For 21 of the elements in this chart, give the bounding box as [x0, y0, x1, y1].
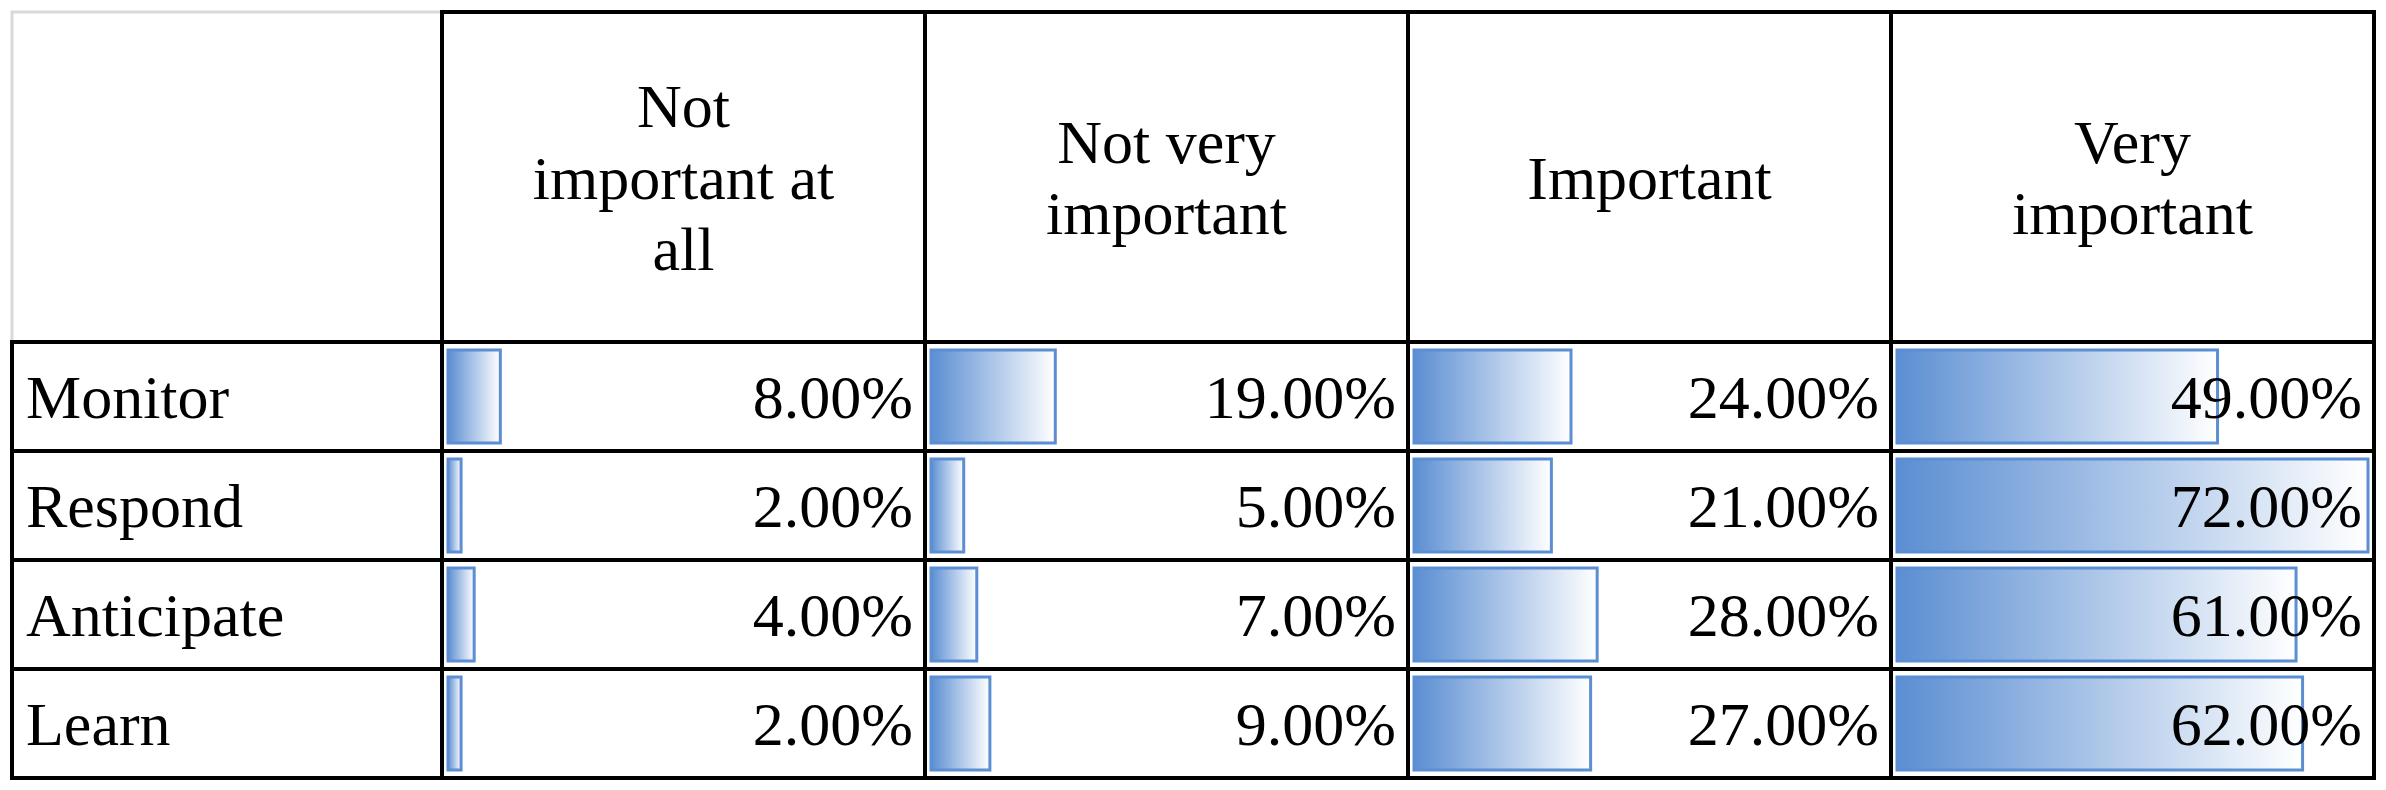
data-label: 28.00% [1687, 581, 1879, 650]
data-label: 2.00% [752, 690, 913, 759]
y-tick-label: Monitor [26, 363, 230, 432]
data-label: 24.00% [1687, 363, 1879, 432]
x-tick-label: Not important at all [532, 72, 835, 283]
x-tick-label: Very important [2011, 108, 2254, 248]
data-label: 7.00% [1235, 581, 1396, 650]
y-tick-label: Respond [26, 472, 243, 541]
data-label: 8.00% [752, 363, 913, 432]
x-tick-label: Important [1527, 143, 1772, 212]
data-label: 9.00% [1235, 690, 1396, 759]
data-label: 4.00% [752, 581, 913, 650]
x-tick-label: Not very important [1045, 108, 1288, 248]
data-label: 21.00% [1687, 472, 1879, 541]
data-label: 5.00% [1235, 472, 1396, 541]
data-label: 2.00% [752, 472, 913, 541]
data-label: 19.00% [1204, 363, 1396, 432]
y-tick-label: Learn [26, 690, 171, 759]
y-tick-label: Anticipate [26, 581, 285, 650]
data-label: 27.00% [1687, 690, 1879, 759]
data-label: 72.00% [2170, 472, 2362, 541]
